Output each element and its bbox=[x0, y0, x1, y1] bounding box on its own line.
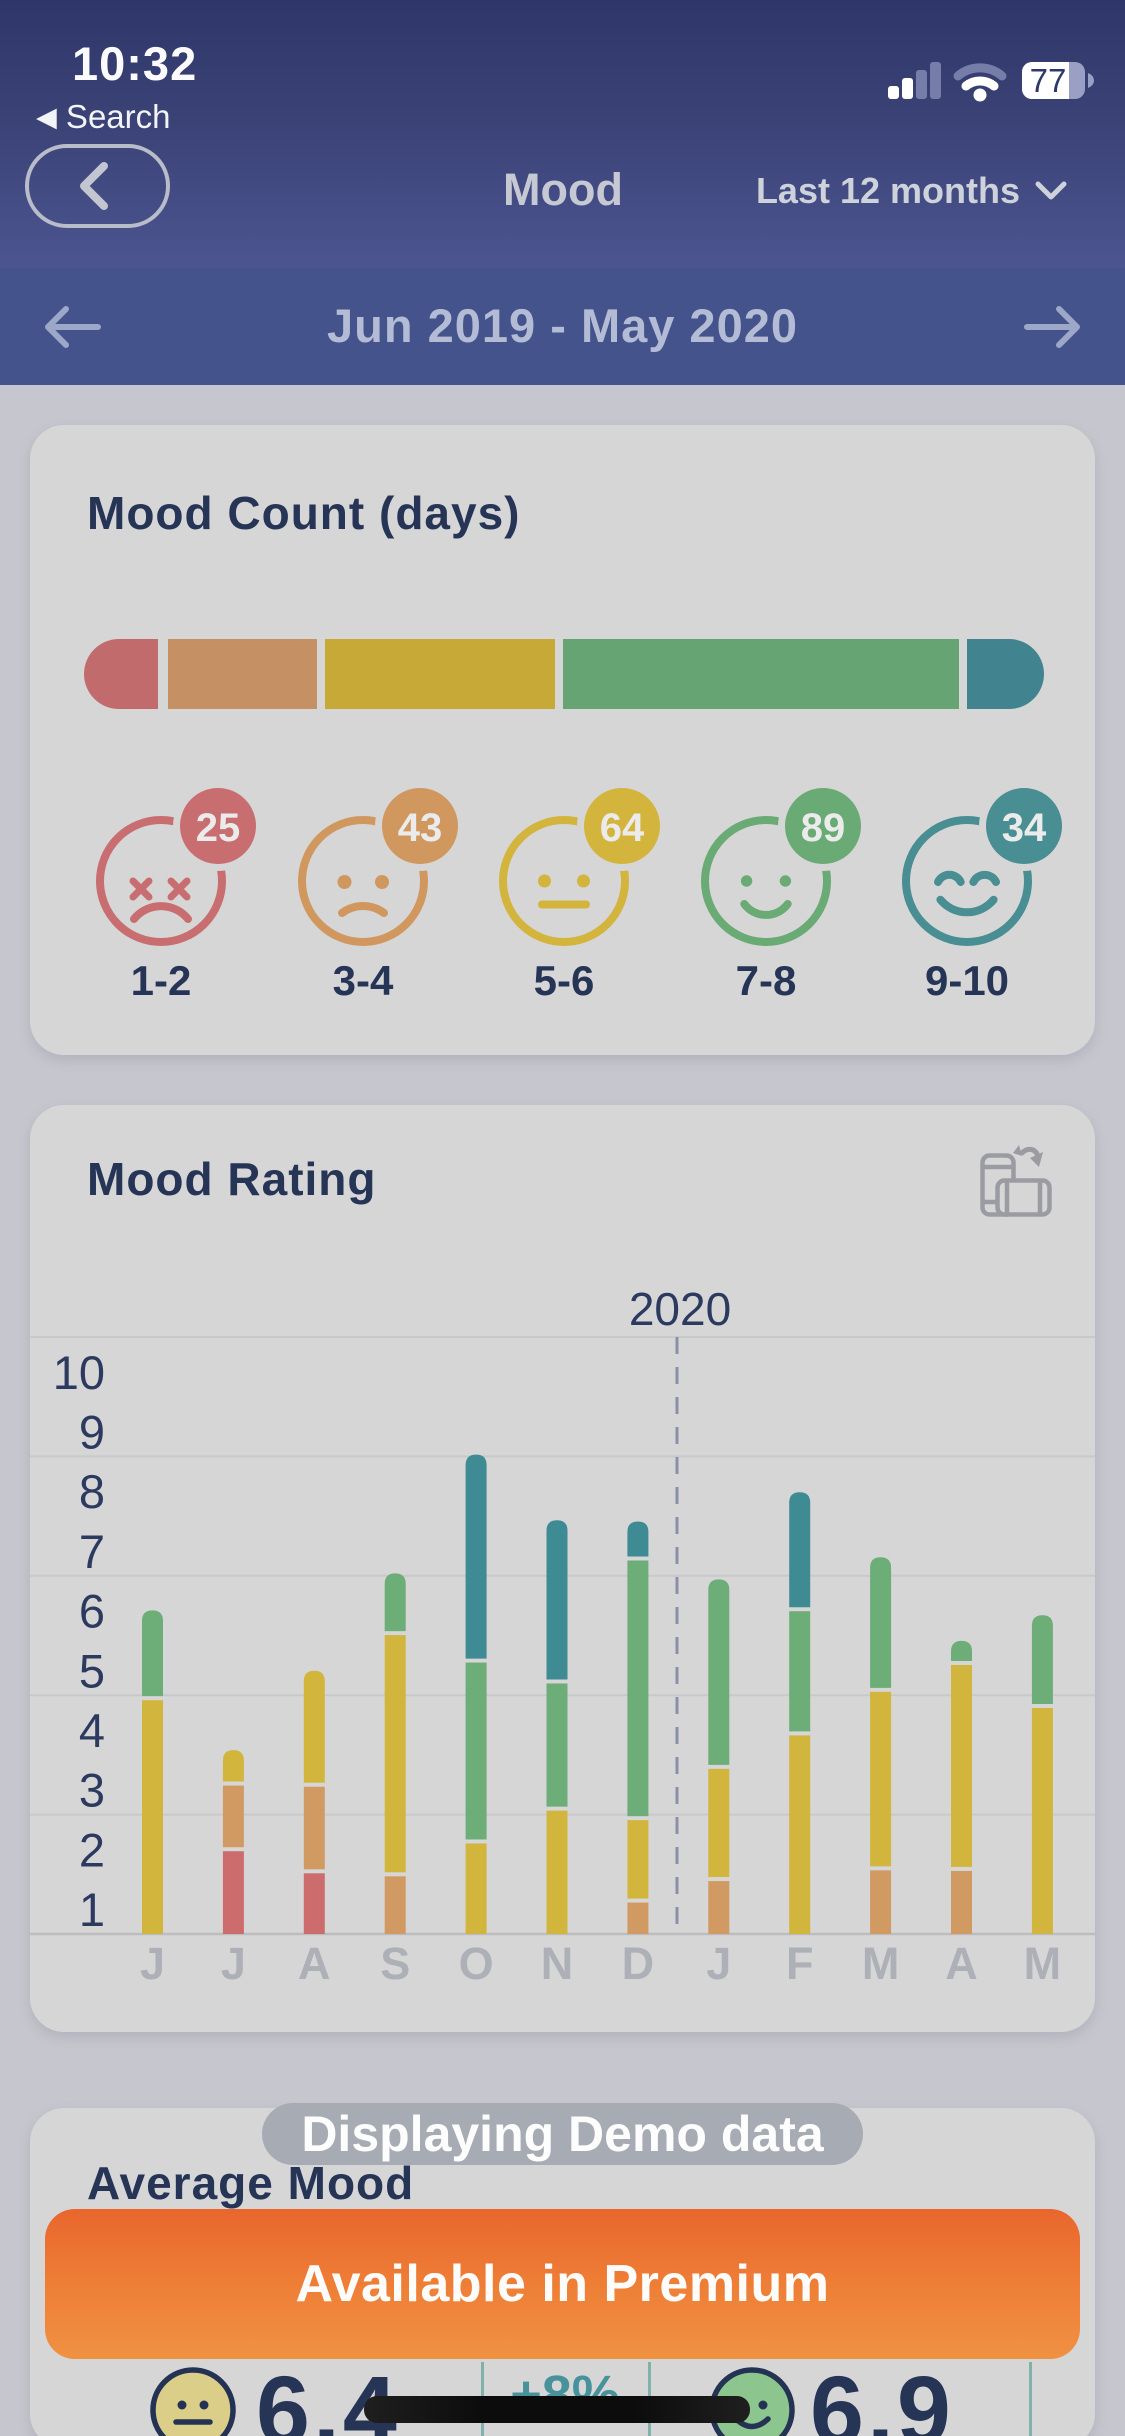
svg-text:5: 5 bbox=[79, 1644, 105, 1697]
svg-text:6: 6 bbox=[79, 1585, 105, 1638]
svg-text:M: M bbox=[1024, 1938, 1062, 1989]
svg-text:N: N bbox=[541, 1938, 574, 1989]
svg-text:9: 9 bbox=[79, 1406, 105, 1459]
svg-text:1: 1 bbox=[79, 1883, 105, 1936]
svg-text:10: 10 bbox=[53, 1346, 105, 1399]
svg-text:4: 4 bbox=[79, 1704, 105, 1757]
svg-text:7: 7 bbox=[79, 1525, 105, 1578]
svg-text:F: F bbox=[786, 1938, 814, 1989]
svg-text:3: 3 bbox=[79, 1764, 105, 1817]
svg-text:O: O bbox=[459, 1938, 494, 1989]
svg-text:J: J bbox=[140, 1938, 165, 1989]
svg-text:J: J bbox=[706, 1938, 731, 1989]
svg-text:77: 77 bbox=[1030, 62, 1067, 99]
svg-text:25: 25 bbox=[196, 806, 241, 850]
svg-text:8: 8 bbox=[79, 1465, 105, 1518]
svg-text:D: D bbox=[622, 1938, 655, 1989]
svg-text:43: 43 bbox=[398, 806, 443, 850]
svg-text:89: 89 bbox=[801, 806, 846, 850]
svg-text:M: M bbox=[862, 1938, 900, 1989]
svg-text:34: 34 bbox=[1002, 806, 1047, 850]
svg-text:2: 2 bbox=[79, 1823, 105, 1876]
svg-text:A: A bbox=[298, 1938, 331, 1989]
svg-text:S: S bbox=[380, 1938, 410, 1989]
svg-text:J: J bbox=[221, 1938, 246, 1989]
svg-text:64: 64 bbox=[600, 806, 645, 850]
svg-text:2020: 2020 bbox=[629, 1283, 731, 1335]
svg-text:A: A bbox=[945, 1938, 978, 1989]
